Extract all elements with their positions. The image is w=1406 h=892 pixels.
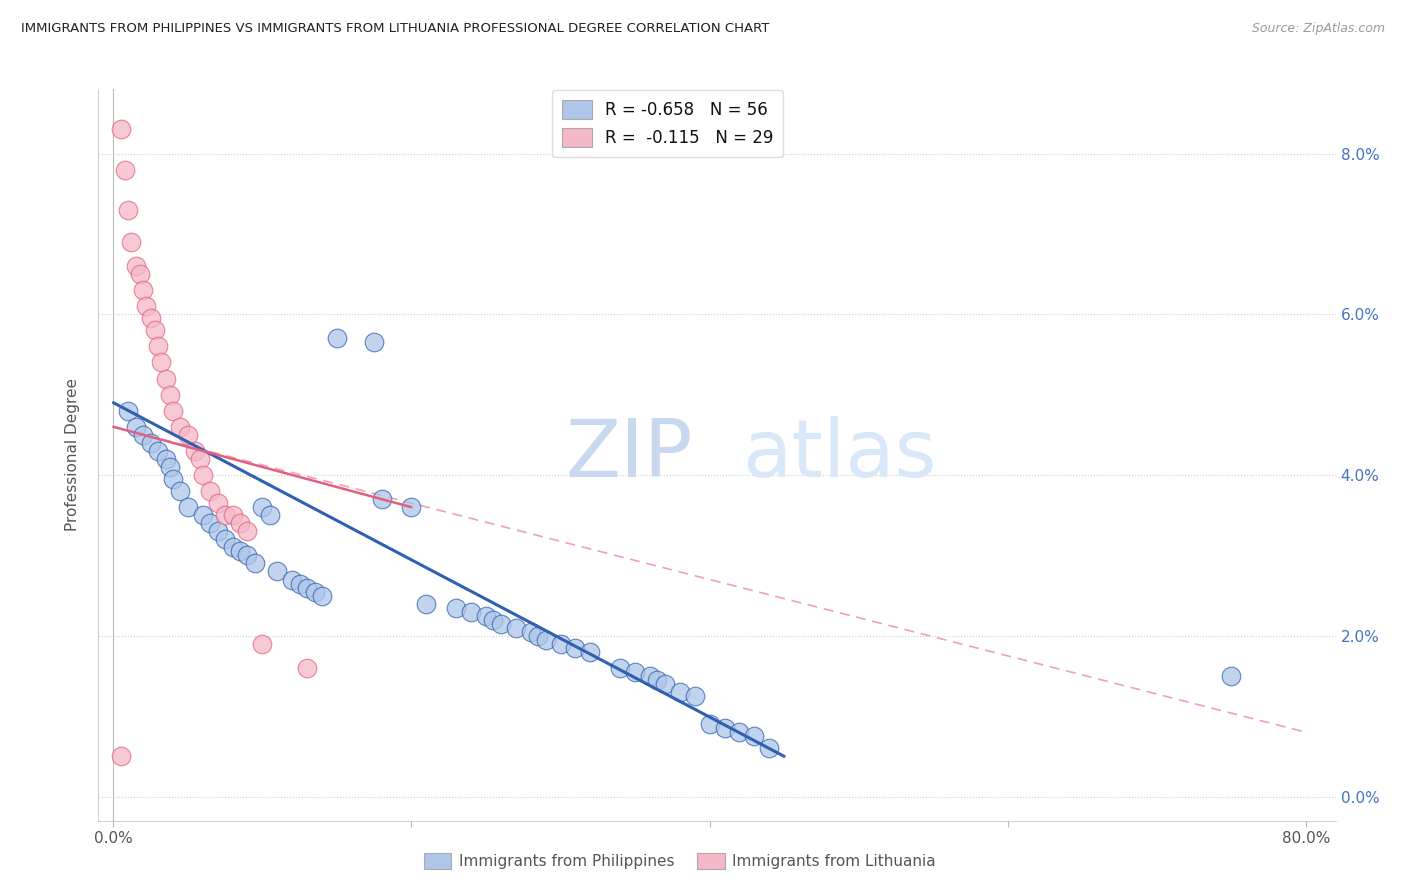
Point [162, 472, 184, 486]
Point [132, 427, 155, 442]
Point [110, 749, 132, 764]
Point [699, 717, 721, 731]
Point [304, 584, 326, 599]
Point [184, 443, 207, 458]
Point [252, 500, 274, 515]
Point [155, 452, 177, 467]
Point [110, 122, 132, 136]
Point [638, 669, 661, 683]
Point [191, 468, 214, 483]
Point [527, 629, 550, 643]
Point [207, 496, 229, 510]
Point [444, 600, 467, 615]
Point [252, 637, 274, 651]
Point [114, 162, 136, 177]
Point [125, 259, 148, 273]
Point [668, 685, 690, 699]
Point [683, 689, 706, 703]
Point [401, 500, 423, 515]
Legend: Immigrants from Philippines, Immigrants from Lithuania: Immigrants from Philippines, Immigrants … [418, 847, 942, 875]
Point [363, 335, 385, 350]
Point [177, 500, 200, 515]
Point [744, 729, 766, 743]
Point [370, 492, 392, 507]
Point [415, 597, 437, 611]
Point [155, 371, 177, 385]
Point [624, 665, 647, 679]
Point [150, 355, 173, 369]
Point [229, 516, 252, 531]
Point [266, 565, 288, 579]
Text: ZIP: ZIP [565, 416, 692, 494]
Point [236, 524, 259, 539]
Point [146, 339, 169, 353]
Point [229, 544, 252, 558]
Point [143, 323, 166, 337]
Point [135, 299, 157, 313]
Point [117, 202, 139, 217]
Point [288, 576, 311, 591]
Point [758, 741, 780, 756]
Point [159, 387, 181, 401]
Text: Source: ZipAtlas.com: Source: ZipAtlas.com [1251, 22, 1385, 36]
Point [295, 661, 318, 675]
Point [482, 613, 505, 627]
Point [311, 589, 333, 603]
Point [139, 311, 162, 326]
Point [146, 443, 169, 458]
Point [117, 403, 139, 417]
Point [236, 549, 259, 563]
Point [654, 677, 676, 691]
Point [326, 331, 349, 345]
Point [214, 533, 236, 547]
Point [200, 484, 222, 499]
Point [159, 460, 181, 475]
Point [243, 557, 266, 571]
Point [177, 427, 200, 442]
Point [505, 621, 527, 635]
Point [550, 637, 572, 651]
Point [728, 725, 751, 739]
Point [1220, 669, 1243, 683]
Point [129, 267, 152, 281]
Point [647, 673, 669, 687]
Point [169, 484, 191, 499]
Point [120, 235, 142, 249]
Point [188, 452, 211, 467]
Point [162, 403, 184, 417]
Point [295, 581, 318, 595]
Point [259, 508, 281, 523]
Point [564, 640, 586, 655]
Point [132, 283, 155, 297]
Point [191, 508, 214, 523]
Text: atlas: atlas [742, 416, 936, 494]
Text: IMMIGRANTS FROM PHILIPPINES VS IMMIGRANTS FROM LITHUANIA PROFESSIONAL DEGREE COR: IMMIGRANTS FROM PHILIPPINES VS IMMIGRANT… [21, 22, 769, 36]
Y-axis label: Professional Degree: Professional Degree [65, 378, 80, 532]
Point [207, 524, 229, 539]
Point [713, 721, 735, 735]
Point [609, 661, 631, 675]
Point [489, 616, 512, 631]
Point [139, 435, 162, 450]
Point [475, 608, 498, 623]
Point [460, 605, 482, 619]
Point [125, 419, 148, 434]
Point [519, 624, 541, 639]
Point [281, 573, 304, 587]
Point [214, 508, 236, 523]
Point [169, 419, 191, 434]
Point [221, 541, 243, 555]
Point [534, 632, 557, 647]
Point [579, 645, 602, 659]
Point [200, 516, 222, 531]
Point [221, 508, 243, 523]
